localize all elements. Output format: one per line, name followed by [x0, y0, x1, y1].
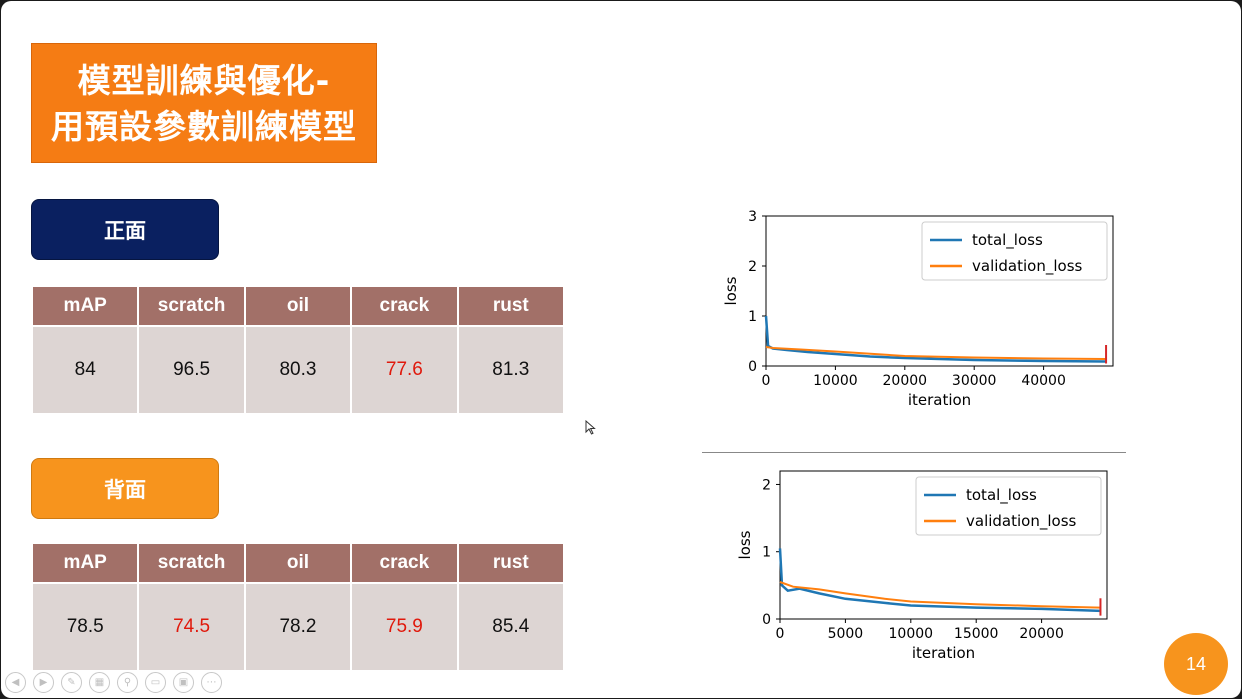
chart2-series-validation_loss: [779, 581, 1101, 609]
chart1-y-axis-label: loss: [722, 276, 740, 305]
chart1-legend-label: total_loss: [972, 231, 1043, 250]
chart2-x-tick-label: 0: [776, 626, 785, 642]
table-cell: 78.5: [30, 582, 140, 672]
table-cell: 85.4: [456, 582, 566, 672]
table-row: 78.5 74.5 78.2 75.9 85.4: [30, 582, 566, 672]
column-header: scratch: [137, 285, 246, 327]
chart1-x-tick-label: 40000: [1021, 373, 1066, 389]
chart1-y-tick-label: 3: [748, 209, 757, 225]
chart1-series-validation_loss: [765, 346, 1107, 360]
column-header: oil: [243, 542, 353, 584]
video-icon[interactable]: ▣: [173, 672, 194, 693]
chart1-x-tick-label: 20000: [883, 373, 928, 389]
back-loss-chart: 0 1 2 0 5000 10000 15000 20000 iteration loss tota…: [736, 470, 1108, 662]
chart2-legend-label: validation_loss: [966, 512, 1077, 531]
next-icon[interactable]: ▶: [33, 672, 54, 693]
table-cell-highlighted: 77.6: [350, 325, 459, 415]
chart2-y-tick-label: 0: [762, 612, 771, 628]
column-header: mAP: [30, 542, 140, 584]
slide-title: 模型訓練與優化- 用預設參數訓練模型: [31, 43, 377, 163]
chart2-series-total_loss: [778, 548, 1101, 613]
table-header-row: mAP scratch oil crack rust: [30, 542, 566, 584]
pen-icon[interactable]: ✎: [61, 672, 82, 693]
chart2-y-tick-label: 1: [762, 545, 771, 561]
mouse-cursor-icon: [585, 420, 596, 435]
chart1-x-tick-label: 0: [762, 373, 771, 389]
title-line-1: 模型訓練與優化-: [77, 61, 331, 100]
column-header: crack: [350, 285, 459, 327]
column-header: scratch: [137, 542, 246, 584]
front-metrics-table: mAP scratch oil crack rust 84 96.5 80.3 …: [30, 285, 566, 415]
table-row: 84 96.5 80.3 77.6 81.3: [30, 325, 566, 415]
column-header: crack: [350, 542, 459, 584]
chart1-legend: [921, 221, 1108, 281]
chart2-x-tick-label: 15000: [954, 626, 999, 642]
back-section-label: 背面: [31, 458, 219, 519]
presentation-toolbar: ◀ ▶ ✎ ▦ ⚲ ▭ ▣ ⋯: [5, 672, 222, 694]
table-cell: 80.3: [243, 325, 353, 415]
chart2-x-axis-label: iteration: [912, 644, 975, 662]
zoom-icon[interactable]: ⚲: [117, 672, 138, 693]
chart1-y-tick-label: 2: [748, 259, 757, 275]
table-cell: 81.3: [456, 325, 566, 415]
column-header: rust: [456, 285, 566, 327]
chart1-x-tick-label: 10000: [813, 373, 858, 389]
column-header: mAP: [30, 285, 140, 327]
column-header: rust: [456, 542, 566, 584]
table-cell: 96.5: [137, 325, 246, 415]
table-cell-highlighted: 74.5: [137, 582, 246, 672]
slides-icon[interactable]: ▦: [89, 672, 110, 693]
subtitle-icon[interactable]: ▭: [145, 672, 166, 693]
table-header-row: mAP scratch oil crack rust: [30, 285, 566, 327]
chart1-x-axis-label: iteration: [908, 391, 971, 409]
chart1-legend-label: validation_loss: [972, 257, 1083, 276]
chart2-legend-label: total_loss: [966, 486, 1037, 505]
chart2-x-tick-label: 5000: [828, 626, 864, 642]
chart1-x-tick-label: 30000: [952, 373, 997, 389]
title-line-2: 用預設參數訓練模型: [51, 107, 357, 146]
chart2-y-tick-label: 2: [762, 477, 771, 493]
chart-divider: [702, 452, 1126, 453]
table-cell: 84: [30, 325, 140, 415]
page-number-badge: 14: [1164, 633, 1228, 695]
chart2-legend: [915, 476, 1102, 536]
table-cell: 78.2: [243, 582, 353, 672]
chart1-y-tick-label: 0: [748, 359, 757, 375]
chart2-x-tick-label: 20000: [1019, 626, 1064, 642]
prev-icon[interactable]: ◀: [5, 672, 26, 693]
column-header: oil: [243, 285, 353, 327]
chart1-y-tick-label: 1: [748, 309, 757, 325]
front-loss-chart: 0 1 2 3 0 10000 20000 30000 40000 iteration loss to…: [722, 209, 1114, 409]
front-section-label: 正面: [31, 199, 219, 260]
chart2-x-tick-label: 10000: [889, 626, 934, 642]
back-metrics-table: mAP scratch oil crack rust 78.5 74.5 78.…: [30, 542, 566, 672]
more-icon[interactable]: ⋯: [201, 672, 222, 693]
chart2-y-axis-label: loss: [736, 530, 754, 559]
table-cell-highlighted: 75.9: [350, 582, 459, 672]
